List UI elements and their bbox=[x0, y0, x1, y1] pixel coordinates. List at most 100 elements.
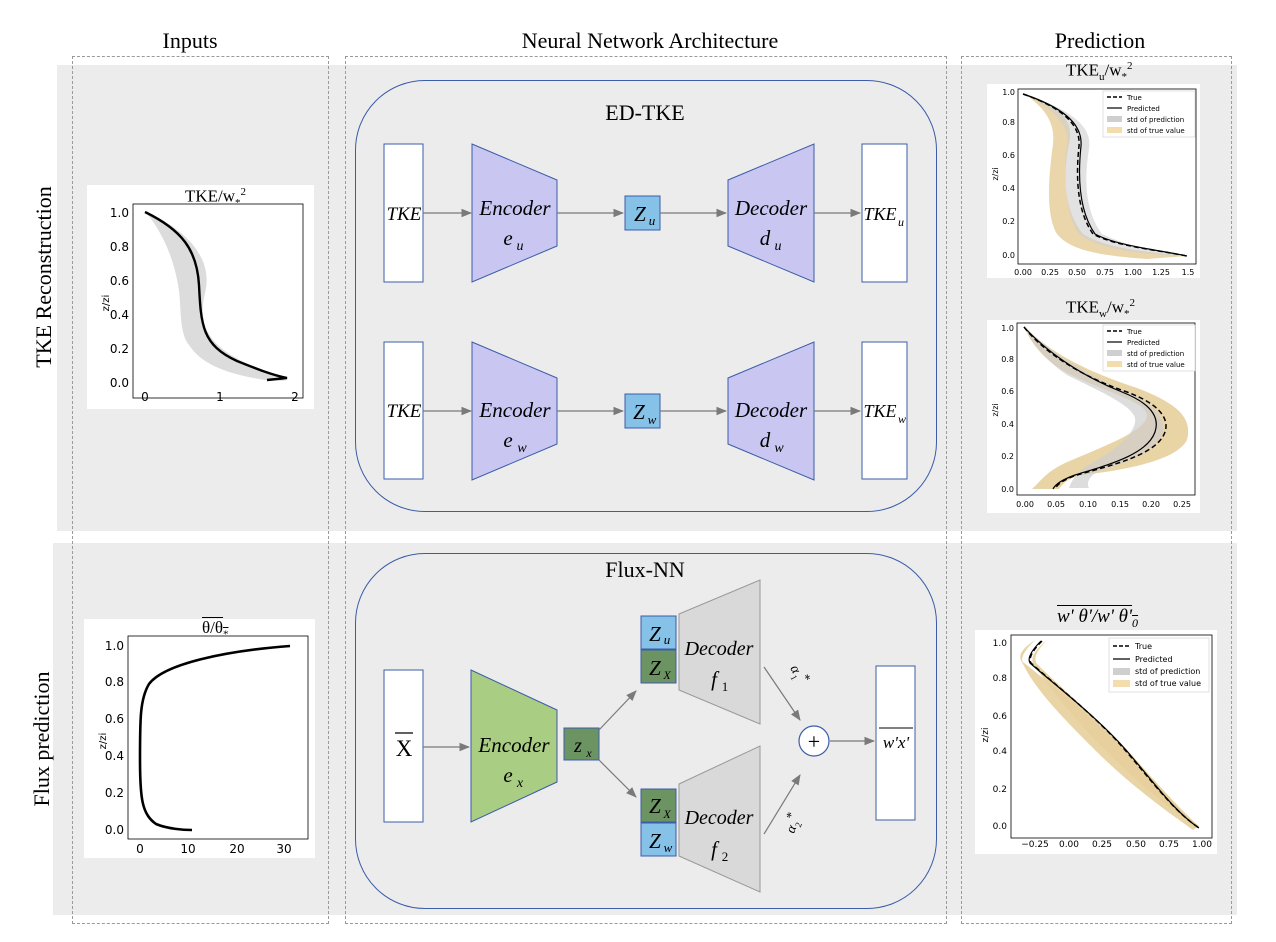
tke-u-encoder-symbol: e bbox=[503, 226, 512, 250]
svg-text:0.4: 0.4 bbox=[1002, 184, 1015, 193]
svg-text:0.50: 0.50 bbox=[1126, 840, 1146, 850]
input-tke-ylabel: z/zi bbox=[101, 295, 112, 312]
ed-tke-frame bbox=[355, 80, 937, 512]
svg-text:1.0: 1.0 bbox=[110, 206, 129, 220]
input-theta-ylabel: z/zi bbox=[98, 733, 109, 750]
svg-text:1.5: 1.5 bbox=[1182, 268, 1195, 277]
svg-text:1.0: 1.0 bbox=[105, 639, 124, 653]
tke-w-encoder bbox=[471, 341, 558, 481]
svg-text:0.75: 0.75 bbox=[1159, 840, 1179, 850]
flux-decoder-f2 bbox=[678, 745, 761, 893]
svg-text:1: 1 bbox=[216, 390, 224, 404]
pred-flux-plot: z/zi 0.0 0.2 0.4 0.6 0.8 1.0 −0.25 0.00 … bbox=[981, 634, 1213, 850]
svg-text:10: 10 bbox=[180, 842, 195, 856]
flux-decoder-f1-label: Decoder bbox=[684, 638, 754, 660]
tke-u-encoder-label: Encoder bbox=[478, 196, 551, 220]
svg-text:0.0: 0.0 bbox=[1002, 251, 1015, 260]
svg-text:0.0: 0.0 bbox=[105, 823, 124, 837]
tke-w-encoder-symbol: e bbox=[503, 428, 512, 452]
svg-text:Predicted: Predicted bbox=[1127, 339, 1160, 347]
svg-text:0.75: 0.75 bbox=[1096, 268, 1114, 277]
svg-text:20: 20 bbox=[229, 842, 244, 856]
flux-input-label: X bbox=[396, 736, 413, 761]
svg-text:0: 0 bbox=[141, 390, 149, 404]
sum-symbol: + bbox=[808, 729, 820, 754]
tke-u-input-box bbox=[383, 143, 424, 283]
flux-output-label: w'x' bbox=[883, 733, 910, 752]
pred-flux-ylabel: z/zi bbox=[981, 728, 991, 743]
svg-text:True: True bbox=[1126, 94, 1142, 102]
tke-w-output-sub: w bbox=[898, 412, 906, 426]
tke-u-decoder-sub: u bbox=[775, 239, 782, 254]
flux-output-box bbox=[875, 665, 916, 821]
svg-text:0.8: 0.8 bbox=[105, 675, 124, 689]
svg-text:0.2: 0.2 bbox=[1001, 452, 1014, 461]
tke-w-latent-label: Z bbox=[633, 400, 645, 424]
tke-u-decoder bbox=[727, 143, 815, 283]
svg-text:0.4: 0.4 bbox=[993, 747, 1008, 757]
pred-tke-u-yticks: 0.0 0.2 0.4 0.6 0.8 1.0 bbox=[1002, 88, 1015, 260]
alpha1-sub: 1 bbox=[788, 673, 799, 682]
inputs-column-title: Inputs bbox=[162, 28, 218, 53]
svg-text:0.8: 0.8 bbox=[1002, 118, 1015, 127]
input-tke-yticks: 0.0 0.2 0.4 0.6 0.8 1.0 bbox=[110, 206, 129, 390]
tke-w-decoder-sub: w bbox=[774, 441, 784, 456]
svg-text:2: 2 bbox=[291, 390, 299, 404]
flux-decoder-f1-sub: 1 bbox=[722, 679, 729, 694]
tke-w-decoder-symbol: d bbox=[760, 428, 771, 452]
svg-text:0.6: 0.6 bbox=[1002, 151, 1015, 160]
pred-flux-yticks: 0.0 0.2 0.4 0.6 0.8 1.0 bbox=[993, 639, 1008, 832]
svg-text:std of prediction: std of prediction bbox=[1127, 116, 1184, 124]
tke-u-output-sub: u bbox=[898, 215, 904, 229]
flux-decoder-f1-symbol: f bbox=[711, 667, 720, 691]
svg-text:0.25: 0.25 bbox=[1092, 840, 1112, 850]
svg-text:1.0: 1.0 bbox=[993, 639, 1008, 649]
flux-encoder-sub: x bbox=[516, 776, 524, 791]
tke-u-encoder bbox=[471, 143, 558, 283]
sum-node bbox=[798, 725, 830, 757]
flux-top-latent-zx bbox=[640, 649, 677, 684]
svg-text:1.25: 1.25 bbox=[1152, 268, 1170, 277]
pred-tke-u-xticks: 0.00 0.25 0.50 0.75 1.00 1.25 1.5 bbox=[1014, 268, 1194, 277]
flux-bottom-latent-zx-sub: X bbox=[662, 807, 671, 821]
svg-text:0.2: 0.2 bbox=[993, 785, 1007, 795]
input-tke-xticks: 0 1 2 bbox=[141, 390, 299, 404]
flux-decoder-f2-symbol: f bbox=[711, 837, 720, 861]
pred-tke-w-plot: z/zi 0.0 0.2 0.4 0.6 0.8 1.0 0.00 0.05 0… bbox=[991, 322, 1196, 509]
svg-text:Predicted: Predicted bbox=[1135, 655, 1173, 664]
tke-u-decoder-label: Decoder bbox=[734, 196, 808, 220]
pred-tke-u-plot: z/zi 0.0 0.2 0.4 0.6 0.8 1.0 0.00 0.25 0… bbox=[991, 88, 1197, 277]
prediction-column-title: Prediction bbox=[1054, 28, 1146, 53]
tke-w-input-label: TKE bbox=[387, 401, 422, 422]
flux-top-latent-zx-sub: X bbox=[662, 668, 671, 682]
flux-decoder-f2-label: Decoder bbox=[684, 807, 754, 829]
svg-text:std of true value: std of true value bbox=[1127, 127, 1185, 135]
tke-u-latent-label: Z bbox=[634, 202, 646, 226]
flux-latent-zx bbox=[563, 727, 600, 761]
flux-input-box bbox=[383, 669, 424, 823]
tke-u-encoder-sub: u bbox=[517, 239, 524, 254]
tke-w-decoder-label: Decoder bbox=[734, 398, 808, 422]
prediction-column-border bbox=[961, 56, 1232, 924]
architecture-column-border bbox=[345, 56, 947, 924]
flux-bottom-latent-zw-sub: w bbox=[664, 840, 673, 855]
flux-nn-frame bbox=[355, 553, 937, 909]
flux-nn-title: Flux-NN bbox=[605, 557, 685, 582]
svg-text:0.00: 0.00 bbox=[1014, 268, 1032, 277]
svg-text:0.50: 0.50 bbox=[1068, 268, 1086, 277]
svg-text:0.4: 0.4 bbox=[105, 749, 124, 763]
svg-text:True: True bbox=[1134, 642, 1152, 651]
input-tke-plot: z/zi 0.0 0.2 0.4 0.6 0.8 1.0 0 1 2 bbox=[101, 203, 304, 404]
tke-w-decoder bbox=[727, 341, 815, 481]
svg-text:0.25: 0.25 bbox=[1041, 268, 1059, 277]
flux-decoder-f1 bbox=[678, 579, 761, 725]
flux-decoder-f2-sub: 2 bbox=[722, 849, 729, 864]
flux-bottom-latent-zw-label: Z bbox=[649, 829, 661, 853]
svg-text:1.0: 1.0 bbox=[1002, 88, 1015, 97]
pred-tke-w-title: TKEw/w*2 bbox=[1066, 297, 1135, 321]
svg-text:0.10: 0.10 bbox=[1079, 500, 1097, 509]
svg-text:std of true value: std of true value bbox=[1127, 361, 1185, 369]
svg-text:0.05: 0.05 bbox=[1047, 500, 1065, 509]
flux-bottom-latent-zx bbox=[640, 788, 677, 823]
pred-tke-w-yticks: 0.0 0.2 0.4 0.6 0.8 1.0 bbox=[1001, 324, 1014, 494]
